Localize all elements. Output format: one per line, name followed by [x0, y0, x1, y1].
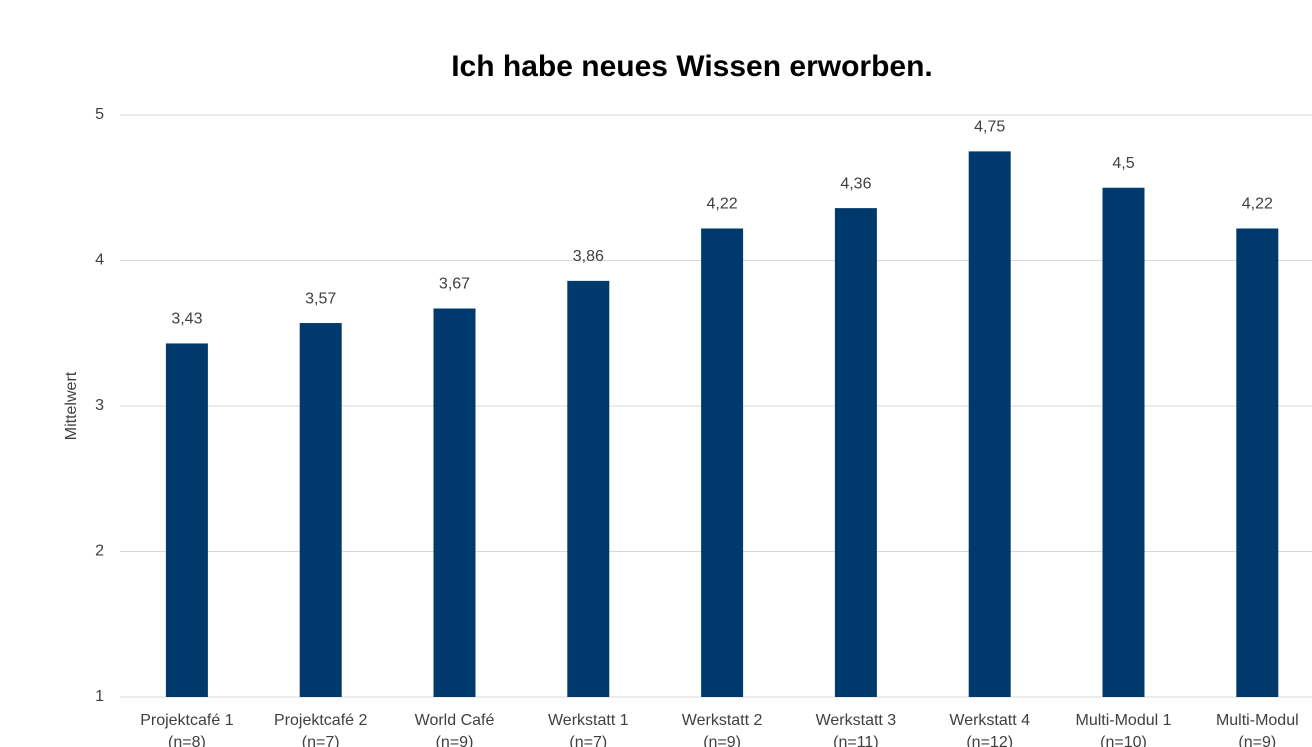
x-tick-label: Werkstatt 2 (n=9): [682, 712, 763, 747]
y-tick-label: 2: [95, 543, 104, 560]
data-label: 3,86: [573, 248, 604, 265]
x-tick-label: Projektcafé 1 (n=8): [140, 712, 233, 747]
bar: [165, 343, 208, 697]
bar: [834, 208, 877, 697]
data-label: 3,57: [305, 290, 336, 307]
x-tick-label: Projektcafé 2 (n=7): [274, 712, 367, 747]
chart-title: Ich habe neues Wissen erworben.: [451, 50, 933, 83]
x-tick-label: World Café (n=9): [415, 712, 495, 747]
bar: [701, 228, 744, 698]
bar: [433, 308, 476, 697]
data-label: 4,22: [707, 196, 738, 213]
x-tick-label: Werkstatt 3 (n=11): [816, 712, 897, 747]
y-axis-label: Mittelwert: [63, 371, 80, 440]
bar: [1236, 228, 1279, 698]
data-label: 3,67: [439, 276, 470, 293]
data-label: 4,36: [840, 175, 871, 192]
data-label: 3,43: [171, 311, 202, 328]
x-tick-label: Multi-Modul 1 (n=10): [1075, 712, 1171, 747]
y-tick-label: 3: [95, 397, 104, 414]
bar: [567, 280, 610, 697]
bar: [968, 151, 1011, 697]
x-tick-label: Werkstatt 4 (n=12): [949, 712, 1030, 747]
bar: [1102, 187, 1145, 697]
y-tick-label: 4: [95, 252, 104, 269]
x-tick-label: Werkstatt 1 (n=7): [548, 712, 629, 747]
y-tick-label: 5: [95, 106, 104, 123]
data-label: 4,5: [1112, 155, 1134, 172]
bar: [299, 323, 342, 697]
x-tick-label: Multi-Modul (n=9): [1216, 712, 1299, 747]
y-tick-label: 1: [95, 688, 104, 705]
data-label: 4,22: [1242, 196, 1273, 213]
data-label: 4,75: [974, 119, 1005, 136]
